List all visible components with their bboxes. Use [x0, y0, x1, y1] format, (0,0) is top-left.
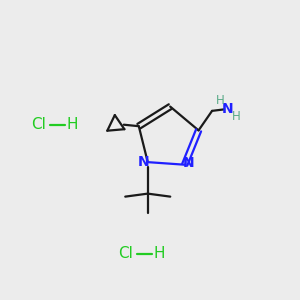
Text: N: N	[138, 155, 150, 169]
Text: N: N	[183, 156, 194, 170]
Text: Cl: Cl	[118, 246, 134, 261]
Text: H: H	[216, 94, 224, 107]
Text: Cl: Cl	[32, 117, 46, 132]
Text: N: N	[222, 102, 233, 116]
Text: H: H	[153, 246, 165, 261]
Text: H: H	[232, 110, 240, 123]
Text: H: H	[66, 117, 78, 132]
